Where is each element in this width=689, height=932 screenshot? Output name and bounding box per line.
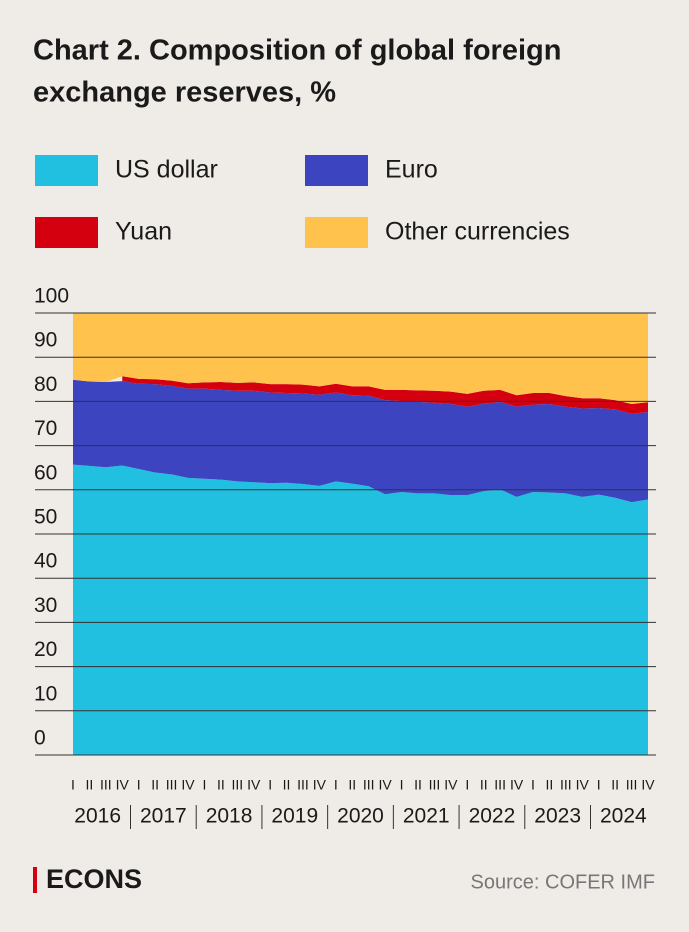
x-tick-label: I	[268, 777, 272, 793]
x-tick-label: I	[400, 777, 404, 793]
x-tick-label: IV	[181, 777, 195, 793]
y-tick-label: 60	[34, 461, 57, 484]
x-tick-label: I	[71, 777, 75, 793]
year-label: 2021	[403, 805, 450, 828]
legend-swatch	[35, 217, 98, 248]
x-tick-label: IV	[641, 777, 655, 793]
x-tick-label: I	[137, 777, 141, 793]
brand-bar	[33, 867, 37, 893]
x-tick-label: II	[283, 777, 291, 793]
legend-label: Yuan	[115, 218, 172, 246]
y-tick-label: 100	[34, 285, 69, 308]
year-label: 2016	[74, 805, 121, 828]
brand: ECONS	[46, 864, 142, 894]
year-label: 2024	[600, 805, 647, 828]
y-tick-label: 90	[34, 329, 57, 352]
area	[73, 313, 648, 405]
x-tick-label: III	[231, 777, 243, 793]
x-tick-label: I	[531, 777, 535, 793]
x-tick-label: III	[297, 777, 309, 793]
legend-label: US dollar	[115, 156, 218, 184]
area	[73, 464, 648, 755]
x-tick-label: III	[166, 777, 178, 793]
legend-swatch	[305, 155, 368, 186]
x-tick-label: III	[494, 777, 506, 793]
x-tick-label: IV	[576, 777, 590, 793]
x-tick-label: II	[611, 777, 619, 793]
year-label: 2023	[534, 805, 581, 828]
x-tick-label: II	[546, 777, 554, 793]
y-tick-label: 50	[34, 506, 57, 529]
x-tick-label: IV	[379, 777, 393, 793]
y-tick-label: 0	[34, 727, 46, 750]
x-tick-label: I	[597, 777, 601, 793]
x-tick-label: II	[480, 777, 488, 793]
x-tick-label: III	[626, 777, 638, 793]
chart-title: Chart 2. Composition of global foreign	[33, 35, 561, 67]
x-tick-label: II	[151, 777, 159, 793]
x-tick-label: I	[334, 777, 338, 793]
x-tick-label: III	[100, 777, 112, 793]
x-tick-label: III	[560, 777, 572, 793]
year-label: 2020	[337, 805, 384, 828]
x-tick-label: IV	[510, 777, 524, 793]
y-tick-label: 70	[34, 417, 57, 440]
x-tick-label: I	[202, 777, 206, 793]
y-tick-label: 20	[34, 638, 57, 661]
y-tick-label: 80	[34, 373, 57, 396]
x-tick-label: II	[217, 777, 225, 793]
legend-label: Other currencies	[385, 218, 570, 246]
year-label: 2019	[271, 805, 318, 828]
x-tick-label: III	[429, 777, 441, 793]
year-label: 2022	[469, 805, 516, 828]
area	[122, 376, 649, 414]
chart-title: exchange reserves, %	[33, 77, 336, 109]
area	[73, 379, 648, 503]
year-label: 2017	[140, 805, 187, 828]
x-tick-label: II	[86, 777, 94, 793]
x-tick-label: IV	[247, 777, 261, 793]
x-tick-label: II	[348, 777, 356, 793]
y-tick-label: 40	[34, 550, 57, 573]
legend-swatch	[305, 217, 368, 248]
x-tick-label: IV	[444, 777, 458, 793]
x-tick-label: II	[414, 777, 422, 793]
x-tick-label: III	[363, 777, 375, 793]
y-tick-label: 30	[34, 594, 57, 617]
legend-label: Euro	[385, 156, 438, 184]
year-label: 2018	[206, 805, 253, 828]
legend-swatch	[35, 155, 98, 186]
x-tick-label: IV	[313, 777, 327, 793]
x-tick-label: IV	[116, 777, 130, 793]
source: Source: COFER IMF	[471, 871, 655, 893]
x-tick-label: I	[465, 777, 469, 793]
y-tick-label: 10	[34, 682, 57, 705]
